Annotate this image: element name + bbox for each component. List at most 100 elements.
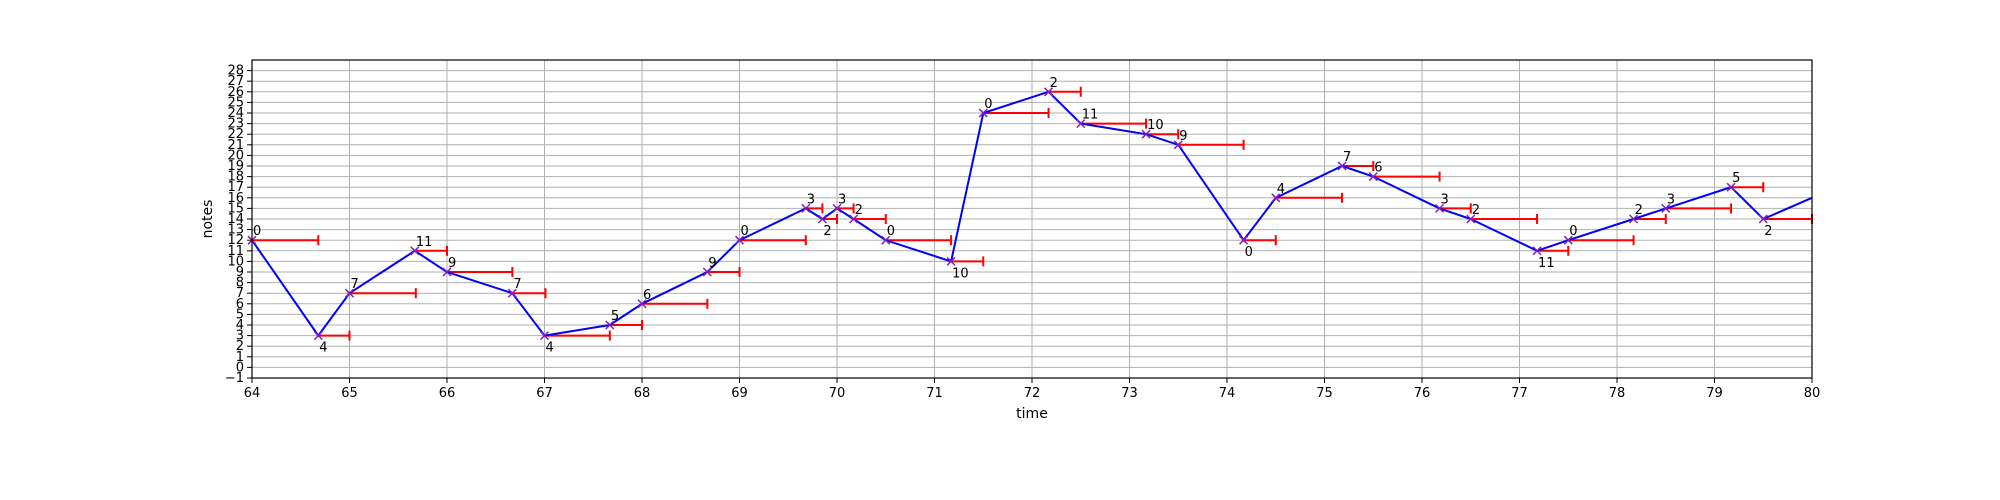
note-marker (849, 214, 859, 224)
x-tick-label: 64 (244, 386, 261, 401)
note-marker-stroke (1271, 193, 1281, 203)
note-marker-stroke (410, 246, 420, 256)
x-tick-label: 80 (1804, 386, 1821, 401)
note-marker (1271, 193, 1281, 203)
note-label: 3 (807, 192, 815, 207)
note-marker-stroke (539, 331, 550, 341)
y-tick-label: 1 (236, 350, 244, 365)
note-marker-stroke (978, 108, 988, 118)
note-label: 7 (351, 277, 359, 292)
y-tick-label: 25 (227, 95, 244, 110)
note-label: 9 (1179, 129, 1187, 144)
note-marker (801, 203, 811, 213)
note-label: 3 (1667, 192, 1675, 207)
note-marker-stroke (1466, 214, 1476, 224)
note-marker (1466, 214, 1476, 224)
note-marker (637, 299, 647, 309)
note-label: 4 (1277, 182, 1285, 197)
y-tick-label: 24 (227, 106, 244, 121)
note-label: 9 (448, 256, 456, 271)
note-marker (1758, 214, 1768, 224)
x-tick-label: 67 (536, 386, 553, 401)
note-marker-stroke (1532, 246, 1542, 256)
y-tick-label: 7 (236, 286, 244, 301)
note-marker-stroke (507, 288, 517, 298)
note-marker (1173, 140, 1183, 150)
y-tick-label: 17 (227, 180, 244, 195)
note-label: 10 (1147, 118, 1164, 133)
note-marker-stroke (637, 299, 647, 309)
note-markers (247, 87, 1768, 341)
note-label: 4 (319, 341, 327, 356)
note-marker (1239, 235, 1249, 245)
note-marker (605, 320, 615, 330)
x-tick-label: 75 (1316, 386, 1333, 401)
grid-layer (251, 60, 1813, 379)
x-tick-label: 78 (1609, 386, 1626, 401)
note-marker (410, 246, 420, 256)
y-tick-label: 18 (227, 170, 244, 185)
x-tick-label: 68 (634, 386, 651, 401)
y-tick-label: 23 (227, 117, 244, 132)
note-label: 11 (1082, 108, 1099, 123)
note-marker (978, 108, 988, 118)
note-label: 2 (1472, 203, 1480, 218)
y-tick-label: 6 (236, 297, 244, 312)
note-marker-stroke (832, 203, 842, 213)
note-durations (252, 86, 1813, 341)
note-label: 7 (513, 277, 521, 292)
y-tick-label: 16 (227, 191, 244, 206)
note-marker-stroke (1758, 214, 1768, 224)
note-marker (313, 331, 323, 341)
y-axis-label: notes (200, 200, 216, 239)
note-marker (1726, 182, 1736, 192)
note-label: 10 (952, 266, 969, 281)
note-label: 3 (838, 192, 846, 207)
note-marker (946, 256, 956, 266)
note-label: 5 (1732, 171, 1740, 186)
y-tick-label: 13 (227, 223, 244, 238)
x-tick-label: 77 (1511, 386, 1528, 401)
y-tick-label: 11 (227, 244, 244, 259)
note-marker (1629, 214, 1639, 224)
note-marker-stroke (801, 203, 811, 213)
note-marker-stroke (1563, 235, 1573, 245)
x-tick-label: 73 (1121, 386, 1138, 401)
y-tick-label: 22 (227, 127, 244, 142)
note-marker-stroke (1726, 182, 1736, 192)
x-axis-label: time (1016, 406, 1048, 422)
note-marker-stroke (1435, 203, 1445, 213)
y-tick-label: 19 (227, 159, 244, 174)
y-tick-label: 2 (236, 339, 244, 354)
note-marker-stroke (1076, 119, 1086, 129)
note-label: 0 (253, 224, 261, 239)
note-marker (442, 267, 452, 277)
note-label: 0 (1245, 245, 1253, 260)
y-tick-label: 5 (236, 307, 244, 322)
note-label: 0 (984, 97, 992, 112)
note-label: 7 (1343, 150, 1351, 165)
note-marker (1661, 203, 1671, 213)
y-tick-label: 4 (236, 318, 244, 333)
x-tick-label: 74 (1219, 386, 1236, 401)
note-marker (1532, 246, 1542, 256)
y-tick-label: 3 (236, 329, 244, 344)
x-tick-label: 79 (1706, 386, 1723, 401)
note-marker-stroke (881, 235, 891, 245)
note-marker (1563, 235, 1573, 245)
note-label: 9 (708, 256, 716, 271)
note-marker-stroke (734, 235, 745, 245)
note-marker-stroke (1141, 129, 1151, 139)
note-marker-stroke (1368, 172, 1378, 182)
note-marker-stroke (313, 331, 323, 341)
y-tick-label: 9 (236, 265, 244, 280)
note-marker-stroke (442, 267, 452, 277)
y-tick-label: 28 (227, 64, 244, 79)
note-marker-stroke (1629, 214, 1639, 224)
note-marker (702, 267, 712, 277)
note-marker-stroke (1239, 235, 1249, 245)
y-tick-label: 27 (227, 74, 244, 89)
note-marker-stroke (946, 256, 956, 266)
y-tick-label: 10 (227, 254, 244, 269)
